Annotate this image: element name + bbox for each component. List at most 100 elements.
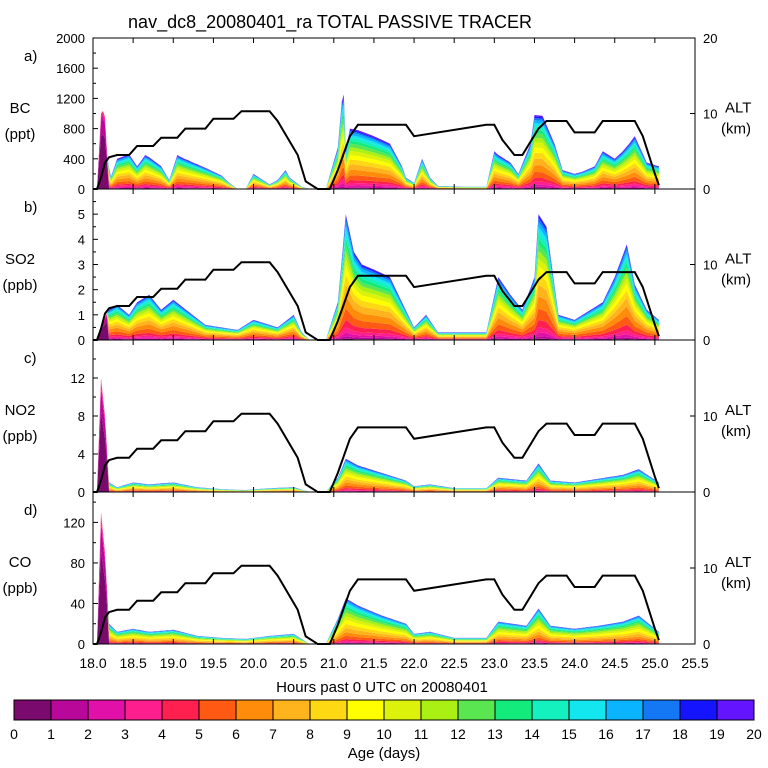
chart-title: nav_dc8_20080401_ra TOTAL PASSIVE TRACER: [128, 12, 532, 33]
panel-no2: 0 4 8 12 0 10 ALT (km) c) NO2 (ppb): [2, 339, 751, 500]
age-layers: [93, 512, 659, 644]
colorbar-tick-label: 8: [306, 726, 314, 742]
alt-axis-units: (km): [721, 423, 751, 440]
x-tick-label: 23.5: [521, 655, 548, 671]
colorbar-swatch: [272, 699, 311, 721]
colorbar-tick-label: 15: [561, 726, 577, 742]
x-tick-label: 22.0: [400, 655, 427, 671]
panel-frame: [92, 339, 696, 493]
alt-axis-title: ALT: [725, 402, 751, 419]
colorbar-swatch: [50, 699, 89, 721]
colorbar-tick-label: 1: [47, 726, 55, 742]
age-layer-6: [93, 296, 659, 340]
alt-tick-label: 0: [703, 637, 710, 652]
colorbar-tick-label: 14: [524, 726, 540, 742]
age-layer-8: [93, 274, 659, 340]
x-axis-title: Hours past 0 UTC on 20080401: [276, 679, 488, 696]
colorbar-swatch: [346, 699, 385, 721]
age-layer-2: [93, 314, 659, 340]
age-layer-9: [93, 265, 659, 340]
colorbar-swatch: [420, 699, 459, 721]
colorbar-tick-label: 0: [10, 726, 18, 742]
colorbar-swatch: [568, 699, 607, 721]
age-layers: [93, 94, 659, 189]
colorbar-swatch: [198, 699, 237, 721]
y-tick-label: 1200: [56, 91, 85, 106]
age-layer-11: [93, 512, 659, 644]
alt-tick-label: 0: [703, 485, 710, 500]
colorbar-swatch: [716, 699, 755, 721]
colorbar-swatch: [642, 699, 681, 721]
colorbar-swatch: [87, 699, 126, 721]
colorbar-swatch: [383, 699, 422, 721]
x-tick-label: 22.5: [441, 655, 468, 671]
alt-tick-label: 10: [703, 107, 717, 122]
alt-tick-label: 0: [703, 333, 710, 348]
alt-tick-label: 10: [703, 409, 717, 424]
colorbar-tick-label: 5: [195, 726, 203, 742]
age-layer-7: [93, 284, 659, 340]
panel-tag: d): [24, 502, 37, 519]
alt-axis-title: ALT: [725, 554, 751, 571]
alt-tick-label: 0: [703, 182, 710, 197]
colorbar-tick-label: 16: [598, 726, 614, 742]
panel-tag: b): [24, 199, 37, 216]
colorbar-tick-label: 3: [121, 726, 129, 742]
x-tick-label: 18.5: [120, 655, 147, 671]
colorbar-tick-label: 4: [158, 726, 166, 742]
colorbar-tick-label: 18: [672, 726, 688, 742]
colorbar-tick-label: 11: [414, 726, 429, 742]
y-tick-label: 1: [78, 308, 85, 323]
panel-so2: 0 1 2 3 4 5 0 10 ALT (km) b) SO2 (ppb): [2, 188, 751, 348]
panel-tag: a): [24, 48, 37, 65]
y-tick-label: 0: [78, 485, 85, 500]
alt-axis-title: ALT: [725, 100, 751, 117]
y-tick-label: 8: [78, 409, 85, 424]
colorbar-title: Age (days): [348, 745, 421, 762]
age-layer-13: [93, 111, 659, 189]
units-label: (ppt): [5, 126, 36, 143]
colorbar-tick-label: 2: [84, 726, 92, 742]
species-label: SO2: [5, 251, 35, 268]
x-tick-label: 24.0: [561, 655, 588, 671]
x-tick-label: 20.5: [280, 655, 307, 671]
units-label: (ppb): [2, 277, 37, 294]
alt-tick-label: 20: [703, 31, 717, 46]
colorbar-tick-label: 6: [232, 726, 240, 742]
y-tick-label: 5: [78, 207, 85, 222]
colorbar-tick-label: 13: [487, 726, 503, 742]
x-tick-label: 18.0: [79, 655, 106, 671]
colorbar-swatch: [494, 699, 533, 721]
x-tick-label: 21.0: [320, 655, 347, 671]
age-layer-5: [93, 308, 659, 340]
y-tick-label: 4: [78, 447, 85, 462]
x-tick-label: 20.0: [240, 655, 267, 671]
panel-tag: c): [24, 350, 37, 367]
y-tick-label: 3: [78, 258, 85, 273]
age-layer-12: [93, 512, 659, 644]
colorbar-swatch: [679, 699, 718, 721]
age-layers: [93, 214, 659, 340]
panels: 040080012001600200001020ALT(km)a)BC(ppt)…: [2, 31, 751, 652]
alt-tick-label: 10: [703, 561, 717, 576]
y-tick-label: 2: [78, 283, 85, 298]
colorbar-swatch: [531, 699, 570, 721]
colorbar-tick-label: 20: [746, 726, 762, 742]
y-tick-label: 0: [78, 637, 85, 652]
species-label: BC: [10, 100, 31, 117]
age-layer-6: [93, 111, 659, 189]
alt-tick-label: 10: [703, 258, 717, 273]
age-layer-5: [93, 111, 659, 189]
colorbar-swatch: [235, 699, 274, 721]
x-tick-label: 19.0: [160, 655, 187, 671]
age-layer-14: [93, 378, 659, 492]
x-tick-label: 23.0: [481, 655, 508, 671]
y-tick-label: 0: [78, 182, 85, 197]
y-tick-label: 0: [78, 333, 85, 348]
x-axis-labels: 18.0 18.5 19.0 19.5 20.0 20.5 21.0 21.5 22.0 22.5…: [79, 655, 708, 671]
age-layer-3: [93, 314, 659, 340]
alt-axis-title: ALT: [725, 251, 751, 268]
alt-axis-units: (km): [721, 272, 751, 289]
colorbar-swatch: [605, 699, 644, 721]
